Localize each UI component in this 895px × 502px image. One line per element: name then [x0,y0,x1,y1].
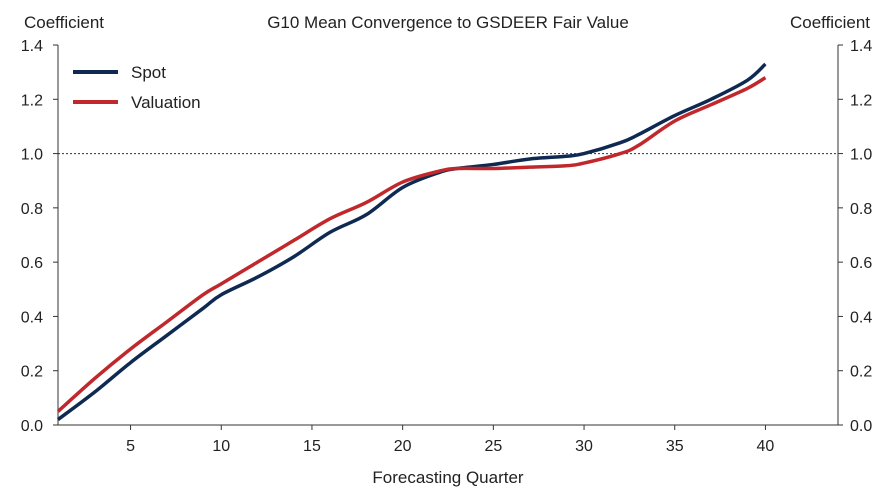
y-axis-label-right: Coefficient [790,13,870,32]
y-tick-label-right: 0.8 [850,201,872,218]
x-tick-label: 30 [575,438,593,455]
y-tick-label-right: 0.0 [850,418,872,435]
legend: Spot Valuation [73,63,201,112]
x-tick-label: 10 [212,438,230,455]
y-tick-label-left: 0.6 [21,255,43,272]
series-line-valuation [56,76,767,413]
x-tick-label: 40 [757,438,775,455]
y-tick-label-left: 1.2 [21,92,43,109]
series-line-spot [56,62,767,421]
legend-label-valuation: Valuation [131,93,201,112]
x-tick-label: 25 [484,438,502,455]
y-tick-label-right: 0.4 [850,309,872,326]
y-tick-label-right: 0.6 [850,255,872,272]
y-tick-label-left: 1.4 [21,38,43,55]
chart-title: G10 Mean Convergence to GSDEER Fair Valu… [267,13,629,32]
y-tick-label-right: 1.4 [850,38,872,55]
x-tick-label: 5 [126,438,135,455]
y-axis-label-left: Coefficient [24,13,104,32]
axes-group: 0.0 0.0 0.2 0.2 0.4 0.4 0.6 0.6 0.8 0.8 1.0 1.0 1.2 1… [21,38,873,455]
y-tick-label-left: 0.4 [21,309,43,326]
y-tick-label-left: 0.8 [21,201,43,218]
x-tick-label: 15 [303,438,321,455]
y-tick-label-right: 0.2 [850,364,872,381]
y-tick-label-right: 1.2 [850,92,872,109]
x-tick-label: 35 [666,438,684,455]
series-lines-group [56,62,767,421]
x-axis-label: Forecasting Quarter [372,468,524,487]
legend-label-spot: Spot [131,63,166,82]
y-tick-label-left: 0.2 [21,364,43,381]
y-tick-label-left: 1.0 [21,147,43,164]
x-tick-label: 20 [394,438,412,455]
y-tick-label-left: 0.0 [21,418,43,435]
y-tick-label-right: 1.0 [850,147,872,164]
